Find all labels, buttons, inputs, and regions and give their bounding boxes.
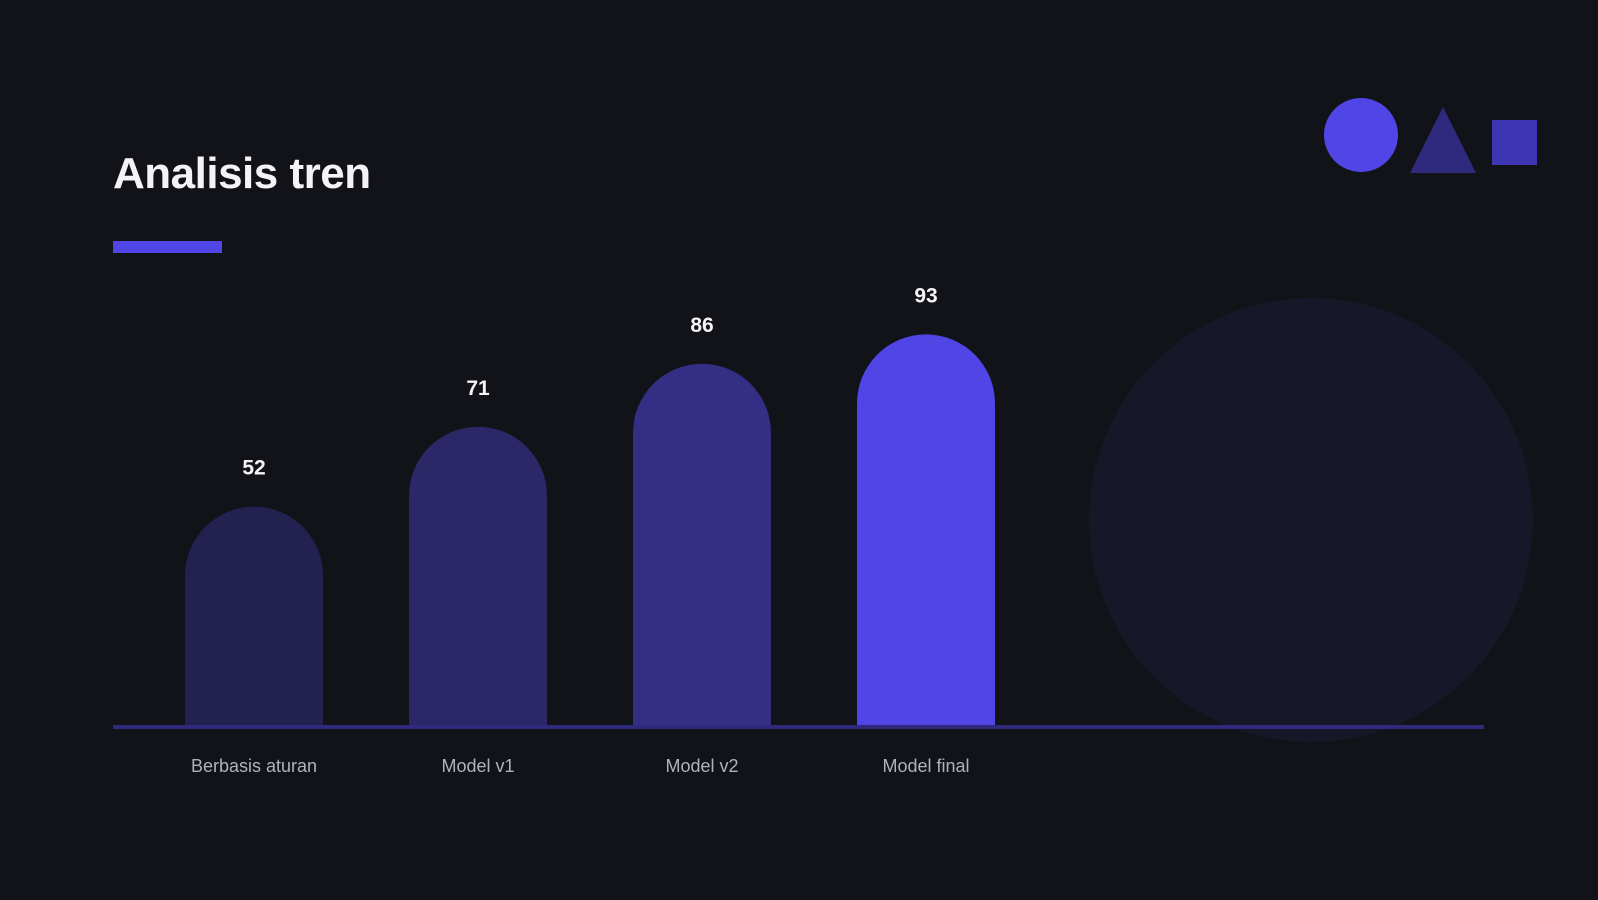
decor-shapes (1324, 98, 1537, 173)
bar-4 (857, 334, 995, 725)
background-circle (1089, 298, 1533, 742)
category-label-group: Berbasis aturan Model v1 Model v2 Model fin… (191, 756, 970, 776)
slide-title: Analisis tren (113, 149, 371, 198)
value-label-group: 52 71 86 93 (242, 284, 937, 479)
square-icon (1492, 120, 1537, 165)
value-label-2: 71 (466, 377, 490, 400)
bar-group (185, 334, 995, 725)
bar-3 (633, 363, 771, 725)
category-label-1: Berbasis aturan (191, 756, 317, 776)
triangle-icon (1410, 107, 1476, 173)
category-label-4: Model final (882, 756, 969, 776)
value-label-4: 93 (914, 284, 937, 307)
category-label-2: Model v1 (441, 756, 514, 776)
circle-icon (1324, 98, 1398, 172)
bar-1 (185, 506, 323, 725)
value-label-3: 86 (690, 314, 713, 337)
bar-2 (409, 426, 547, 725)
value-label-1: 52 (242, 457, 265, 480)
title-accent-bar (113, 241, 222, 253)
category-label-3: Model v2 (665, 756, 738, 776)
